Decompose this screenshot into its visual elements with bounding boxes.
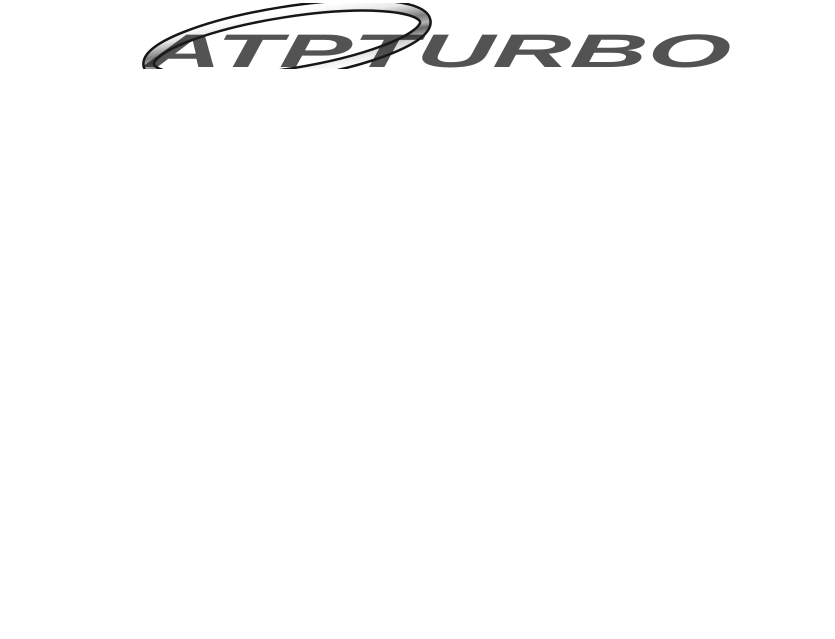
chart-annotation: [349, 352, 380, 639]
logo-text-shadow: ATPTURBO: [141, 24, 734, 69]
